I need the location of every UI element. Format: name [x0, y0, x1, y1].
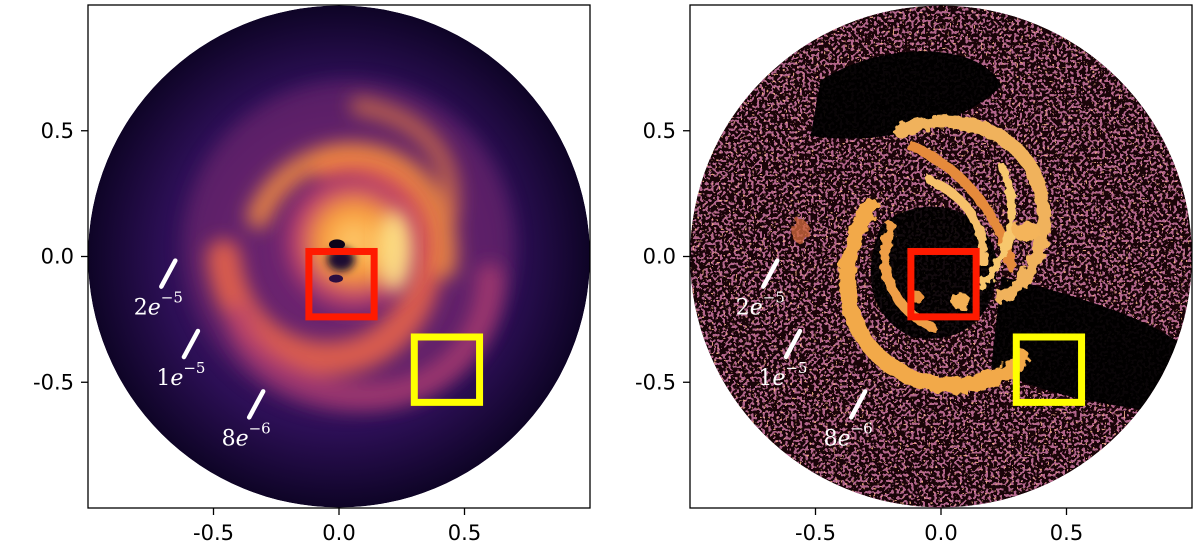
contour-tick: [783, 328, 803, 360]
central-dark-dot: [328, 239, 346, 250]
contour-label: 8e−6: [824, 419, 873, 451]
x-tick-label: 0.5: [448, 521, 481, 545]
left-disk-image: [88, 5, 590, 508]
right-disk-image: [690, 5, 1192, 508]
contour-tick: [246, 389, 266, 420]
yellow-region-box: [410, 333, 484, 406]
spiral-arm: [225, 263, 503, 409]
yellow-region-box: [1012, 333, 1086, 406]
y-tick-label: -0.5: [33, 370, 74, 394]
contour-label: 2e−5: [134, 289, 183, 321]
bright-spot: [376, 211, 413, 292]
y-tick-label: 0.0: [643, 245, 676, 269]
left-overlay: 2e−5 1e−5 8e−6: [134, 247, 484, 451]
contour-tick: [761, 258, 780, 289]
y-tick-label: 0.5: [41, 119, 74, 143]
residual-blob: [1012, 221, 1041, 242]
right-x-axis: -0.5 0.0 0.5: [795, 508, 1083, 545]
residual-arm: [977, 162, 1016, 291]
residual-arm: [893, 115, 1051, 304]
residual-blob: [791, 219, 810, 244]
residual-arm: [839, 198, 1030, 394]
contour-tick: [159, 258, 178, 289]
residual-arm: [926, 176, 987, 267]
left-panel: 2e−5 1e−5 8e−6 -0.5 0.0 0.5 0.5 0.0 -0.5: [33, 4, 591, 545]
left-x-axis: -0.5 0.0 0.5: [193, 508, 481, 545]
residual-spiral-arms: [791, 115, 1051, 394]
contour-label: 2e−5: [736, 289, 785, 321]
x-tick-label: 0.0: [322, 521, 355, 545]
contour-label: 1e−5: [758, 359, 807, 391]
x-tick-label: 0.5: [1050, 521, 1083, 545]
residual-blob: [951, 293, 972, 310]
x-tick-label: 0.0: [924, 521, 957, 545]
contour-tick: [181, 328, 201, 360]
contour-tick: [848, 389, 868, 420]
spiral-arm: [350, 96, 460, 226]
y-tick-label: 0.0: [41, 245, 74, 269]
y-tick-label: -0.5: [635, 370, 676, 394]
x-tick-label: -0.5: [193, 521, 234, 545]
right-y-axis: 0.5 0.0 -0.5: [635, 119, 690, 394]
red-region-box: [907, 247, 980, 321]
contour-label: 1e−5: [156, 359, 205, 391]
dark-region: [991, 276, 1192, 418]
central-dark-dot: [328, 274, 344, 283]
contour-label: 8e−6: [222, 419, 271, 451]
right-panel: 2e−5 1e−5 8e−6 -0.5 0.0 0.5 0.5 0.0 -0.5: [635, 4, 1193, 545]
x-tick-label: -0.5: [795, 521, 836, 545]
left-y-axis: 0.5 0.0 -0.5: [33, 119, 88, 394]
y-tick-label: 0.5: [643, 119, 676, 143]
spiral-arm: [246, 142, 458, 279]
red-region-box: [305, 247, 378, 321]
right-overlay: 2e−5 1e−5 8e−6: [736, 247, 1086, 451]
